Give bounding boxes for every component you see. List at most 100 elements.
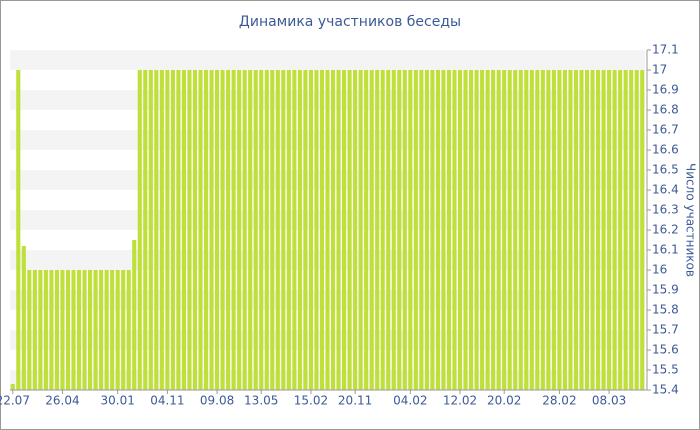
- bar: [148, 70, 153, 390]
- bar: [369, 70, 374, 390]
- bar: [126, 270, 131, 390]
- x-tick-label: 09.08: [200, 394, 234, 408]
- bar: [607, 70, 612, 390]
- bar: [535, 70, 540, 390]
- bar: [469, 70, 474, 390]
- bar: [480, 70, 485, 390]
- bar: [452, 70, 457, 390]
- y-tick-label: 16.1: [652, 243, 679, 257]
- bar: [170, 70, 175, 390]
- bar: [253, 70, 258, 390]
- bar: [314, 70, 319, 390]
- bar: [181, 70, 186, 390]
- x-tick-label: 26.04: [45, 394, 79, 408]
- bar: [308, 70, 313, 390]
- bar: [474, 70, 479, 390]
- bar: [209, 70, 214, 390]
- bar: [220, 70, 225, 390]
- bar: [143, 70, 148, 390]
- bar: [176, 70, 181, 390]
- bar: [463, 70, 468, 390]
- bar: [353, 70, 358, 390]
- bar: [110, 270, 115, 390]
- y-tick-label: 16.6: [652, 143, 679, 157]
- bar: [540, 70, 545, 390]
- bar: [154, 70, 159, 390]
- bar: [187, 70, 192, 390]
- x-tick-label: 12.02: [443, 394, 477, 408]
- chart-title: Динамика участников беседы: [239, 14, 461, 30]
- bar: [159, 70, 164, 390]
- bar: [546, 70, 551, 390]
- bar: [21, 246, 26, 390]
- y-tick-label: 15.4: [652, 383, 679, 397]
- bar: [270, 70, 275, 390]
- bar: [430, 70, 435, 390]
- y-tick-label: 16.9: [652, 83, 679, 97]
- x-tick-label: 04.11: [150, 394, 184, 408]
- bar: [623, 70, 628, 390]
- bar: [518, 70, 523, 390]
- bar: [419, 70, 424, 390]
- bar: [413, 70, 418, 390]
- bar: [557, 70, 562, 390]
- bar: [579, 70, 584, 390]
- bar: [88, 270, 93, 390]
- bar: [496, 70, 501, 390]
- bar: [612, 70, 617, 390]
- bar: [32, 270, 37, 390]
- y-tick-label: 16.2: [652, 223, 679, 237]
- bar: [402, 70, 407, 390]
- bar: [319, 70, 325, 390]
- bar: [99, 270, 104, 390]
- bar: [82, 270, 87, 390]
- bar: [121, 270, 126, 390]
- bar: [325, 70, 330, 390]
- bar: [259, 70, 264, 390]
- bar: [491, 70, 496, 390]
- bar: [286, 70, 291, 390]
- bar: [640, 70, 645, 390]
- x-tick-label: 22.07: [0, 394, 30, 408]
- y-tick-label: 16.8: [652, 103, 679, 117]
- bar: [297, 70, 302, 390]
- y-tick-label: 17: [652, 63, 667, 77]
- bar: [242, 70, 247, 390]
- bar: [336, 70, 341, 390]
- bar: [132, 240, 137, 390]
- bar: [281, 70, 286, 390]
- bar: [485, 70, 490, 390]
- bar: [203, 70, 209, 390]
- bar: [380, 70, 385, 390]
- bar: [441, 70, 446, 390]
- bar: [457, 70, 463, 390]
- bar: [424, 70, 429, 390]
- bar: [446, 70, 452, 390]
- bar: [391, 70, 396, 390]
- bar: [573, 70, 579, 390]
- bar: [104, 270, 109, 390]
- bar: [76, 270, 82, 390]
- y-tick-label: 15.6: [652, 343, 679, 357]
- bar: [16, 70, 21, 390]
- y-axis-label: Число участников: [684, 163, 698, 277]
- bar: [27, 270, 32, 390]
- bar: [524, 70, 529, 390]
- bar: [292, 70, 297, 390]
- bar: [375, 70, 380, 390]
- bar: [275, 70, 280, 390]
- grid-band: [10, 50, 645, 70]
- bar: [198, 70, 203, 390]
- x-tick-label: 20.02: [487, 394, 521, 408]
- bar: [330, 70, 336, 390]
- x-tick-label: 28.02: [542, 394, 576, 408]
- bar: [386, 70, 391, 390]
- bar: [10, 384, 15, 390]
- x-tick-label: 08.03: [592, 394, 626, 408]
- bar: [502, 70, 507, 390]
- bar: [231, 70, 236, 390]
- y-tick-label: 17.1: [652, 43, 679, 57]
- bar: [192, 70, 198, 390]
- bar: [71, 270, 76, 390]
